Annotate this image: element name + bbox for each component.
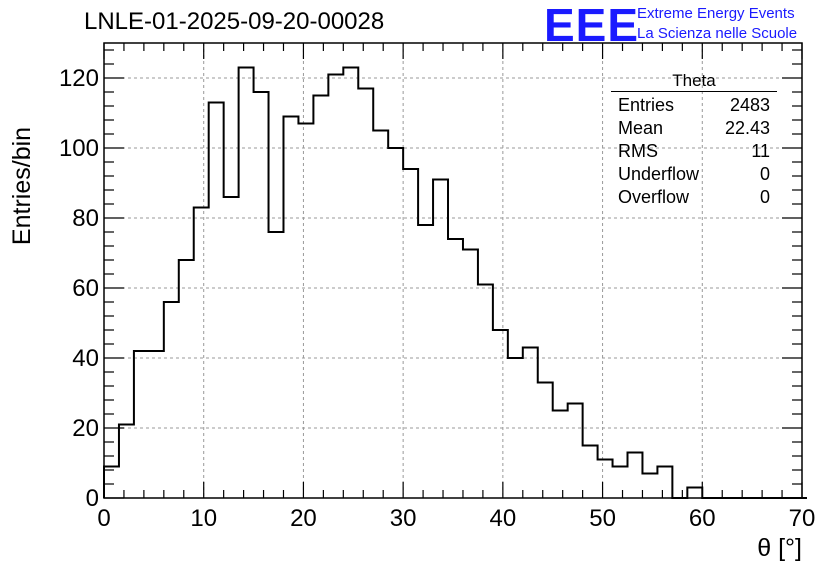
stat-row-mean: Mean 22.43 [611, 117, 777, 140]
histogram-bin [269, 232, 284, 498]
stat-row-rms: RMS 11 [611, 140, 777, 163]
x-tick-label: 20 [290, 505, 317, 532]
histogram-bin [478, 285, 493, 499]
y-axis-title: Entries/bin [8, 126, 36, 246]
histogram-bin [687, 488, 702, 499]
x-axis-title: θ [°] [757, 534, 802, 562]
stat-row-entries: Entries 2483 [611, 94, 777, 117]
histogram-bin [149, 351, 164, 498]
histogram-bin [224, 197, 239, 498]
histogram-bin [239, 68, 254, 499]
y-tick-label: 0 [86, 485, 99, 512]
stats-box: Theta Entries 2483 Mean 22.43 RMS 11 Und… [611, 71, 777, 209]
x-tick-label: 0 [97, 505, 110, 532]
stat-label: Mean [618, 118, 664, 138]
y-tick-label: 80 [72, 205, 99, 232]
histogram-bin [388, 148, 403, 498]
histogram-bin [179, 260, 194, 498]
histogram-bin [343, 68, 358, 499]
histogram-bin [523, 348, 538, 499]
histogram-bin [598, 460, 613, 499]
histogram-bin [209, 103, 224, 499]
histogram-bin [418, 225, 433, 498]
histogram-bin [313, 96, 328, 499]
histogram-bin [104, 467, 119, 499]
histogram-bin [373, 131, 388, 499]
stat-row-underflow: Underflow 0 [611, 163, 777, 186]
logo-line-1: Extreme Energy Events [637, 5, 795, 22]
logo-line-2: La Scienza nelle Scuole [637, 25, 798, 42]
logo-mark: EEE [544, 0, 640, 51]
y-tick-label: 120 [59, 65, 99, 92]
y-tick-label: 60 [72, 275, 99, 302]
stats-title: Theta [611, 71, 777, 92]
chart-title: LNLE-01-2025-09-20-00028 [84, 8, 385, 35]
histogram-bin [328, 75, 343, 499]
histogram-bin [628, 453, 643, 499]
stat-value: 11 [751, 141, 770, 161]
y-tick-label: 100 [59, 135, 99, 162]
stat-value: 22.43 [724, 118, 770, 138]
histogram-bin [463, 250, 478, 499]
histogram-bin [194, 208, 209, 499]
stat-label: RMS [618, 141, 658, 161]
histogram-bin [448, 239, 463, 498]
stat-label: Underflow [618, 164, 700, 184]
stat-value: 0 [759, 187, 770, 207]
y-tick-label: 40 [72, 345, 99, 372]
x-tick-label: 50 [589, 505, 616, 532]
x-tick-label: 70 [789, 505, 816, 532]
histogram-bin [538, 383, 553, 499]
histogram-bin [298, 124, 313, 499]
x-tick-label: 30 [390, 505, 417, 532]
x-tick-label: 40 [490, 505, 517, 532]
stat-label: Entries [618, 95, 675, 115]
histogram-bin [358, 89, 373, 499]
histogram-bin [119, 425, 134, 499]
stat-label: Overflow [618, 187, 690, 207]
stat-value: 0 [759, 164, 770, 184]
histogram-bin [493, 330, 508, 498]
histogram-outline [103, 66, 807, 499]
histogram-bin [613, 467, 628, 499]
plot-frame [103, 42, 803, 499]
histogram-bin [642, 474, 657, 499]
stat-row-overflow: Overflow 0 [611, 186, 777, 209]
histogram-bin [134, 351, 149, 498]
histogram-bin [553, 411, 568, 499]
histogram-bin [583, 446, 598, 499]
x-tick-label: 10 [190, 505, 217, 532]
histogram-bin [568, 404, 583, 499]
histogram-bin [657, 467, 672, 499]
histogram-bin [433, 180, 448, 499]
y-tick-label: 20 [72, 415, 99, 442]
histogram-bin [164, 302, 179, 498]
histogram-bin [283, 117, 298, 499]
x-tick-label: 60 [689, 505, 716, 532]
histogram-bin [254, 92, 269, 498]
stat-value: 2483 [729, 95, 770, 115]
